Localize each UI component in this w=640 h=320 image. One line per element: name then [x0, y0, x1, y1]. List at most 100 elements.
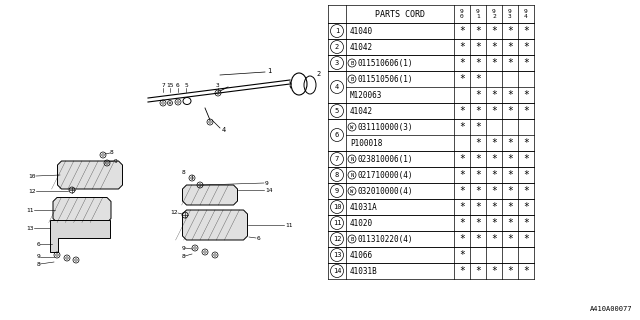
- Text: 6: 6: [36, 242, 40, 246]
- Polygon shape: [182, 210, 248, 240]
- Text: *: *: [459, 186, 465, 196]
- Text: 031110000(3): 031110000(3): [358, 123, 413, 132]
- Text: *: *: [491, 106, 497, 116]
- Text: 011510606(1): 011510606(1): [358, 59, 413, 68]
- Text: *: *: [491, 266, 497, 276]
- Text: W: W: [350, 188, 354, 194]
- Text: *: *: [523, 154, 529, 164]
- Text: *: *: [523, 138, 529, 148]
- Text: *: *: [491, 26, 497, 36]
- Text: *: *: [523, 106, 529, 116]
- Text: *: *: [507, 26, 513, 36]
- Text: 6: 6: [335, 132, 339, 138]
- Text: 8: 8: [110, 149, 114, 155]
- Text: 1: 1: [267, 68, 271, 74]
- Text: *: *: [459, 170, 465, 180]
- Text: 9
3: 9 3: [508, 9, 512, 19]
- Text: 41031B: 41031B: [350, 267, 378, 276]
- Text: *: *: [475, 26, 481, 36]
- Text: *: *: [491, 154, 497, 164]
- Text: 13: 13: [333, 252, 341, 258]
- Text: *: *: [459, 122, 465, 132]
- Text: 011310220(4): 011310220(4): [358, 235, 413, 244]
- Text: 4: 4: [222, 127, 227, 133]
- Text: *: *: [507, 186, 513, 196]
- Text: 11: 11: [333, 220, 341, 226]
- Text: *: *: [491, 138, 497, 148]
- Text: B: B: [350, 236, 354, 242]
- Polygon shape: [58, 161, 122, 189]
- Polygon shape: [53, 197, 111, 222]
- Text: 9
2: 9 2: [492, 9, 496, 19]
- Text: 12: 12: [29, 188, 36, 194]
- Text: 023810006(1): 023810006(1): [358, 155, 413, 164]
- Text: 9: 9: [181, 245, 185, 251]
- Text: 8: 8: [181, 253, 185, 259]
- Text: *: *: [507, 106, 513, 116]
- Text: *: *: [523, 42, 529, 52]
- Text: *: *: [507, 266, 513, 276]
- Text: 41020: 41020: [350, 219, 373, 228]
- Text: 032010000(4): 032010000(4): [358, 187, 413, 196]
- Text: 6: 6: [257, 236, 260, 241]
- Text: *: *: [475, 170, 481, 180]
- Text: 9: 9: [114, 158, 118, 164]
- Text: 11: 11: [26, 207, 34, 212]
- Text: *: *: [459, 250, 465, 260]
- Text: 021710000(4): 021710000(4): [358, 171, 413, 180]
- Text: N: N: [350, 172, 354, 178]
- Text: *: *: [459, 58, 465, 68]
- Text: *: *: [475, 154, 481, 164]
- Text: *: *: [475, 186, 481, 196]
- Text: 41031A: 41031A: [350, 203, 378, 212]
- Text: *: *: [491, 234, 497, 244]
- Text: 41042: 41042: [350, 43, 373, 52]
- Text: 13: 13: [26, 226, 34, 230]
- Text: *: *: [507, 42, 513, 52]
- Text: *: *: [459, 266, 465, 276]
- Text: *: *: [523, 218, 529, 228]
- Text: *: *: [459, 26, 465, 36]
- Text: *: *: [523, 234, 529, 244]
- Text: *: *: [523, 58, 529, 68]
- Text: 9
0: 9 0: [460, 9, 464, 19]
- Text: *: *: [459, 202, 465, 212]
- Text: *: *: [475, 90, 481, 100]
- Text: B: B: [350, 60, 354, 66]
- Text: 41042: 41042: [350, 107, 373, 116]
- Text: *: *: [459, 154, 465, 164]
- Text: *: *: [523, 170, 529, 180]
- Text: 8: 8: [36, 261, 40, 267]
- Text: P100018: P100018: [350, 139, 382, 148]
- Text: *: *: [523, 186, 529, 196]
- Text: *: *: [491, 186, 497, 196]
- Text: *: *: [459, 42, 465, 52]
- Text: *: *: [507, 154, 513, 164]
- Text: 11: 11: [285, 222, 292, 228]
- Text: 8: 8: [335, 172, 339, 178]
- Text: *: *: [507, 138, 513, 148]
- Text: 41066: 41066: [350, 251, 373, 260]
- Text: *: *: [523, 26, 529, 36]
- Text: 6: 6: [176, 83, 180, 88]
- Text: 12: 12: [333, 236, 341, 242]
- Text: *: *: [475, 58, 481, 68]
- Text: 1: 1: [335, 28, 339, 34]
- Text: 14: 14: [333, 268, 341, 274]
- Text: *: *: [475, 138, 481, 148]
- Text: *: *: [491, 202, 497, 212]
- Text: *: *: [475, 122, 481, 132]
- Text: 10: 10: [29, 173, 36, 179]
- Text: 7: 7: [161, 83, 165, 88]
- Text: 41040: 41040: [350, 27, 373, 36]
- Text: *: *: [507, 218, 513, 228]
- Text: *: *: [459, 218, 465, 228]
- Text: 9
4: 9 4: [524, 9, 528, 19]
- Text: 011510506(1): 011510506(1): [358, 75, 413, 84]
- Text: *: *: [475, 74, 481, 84]
- Text: 9: 9: [36, 254, 40, 260]
- Polygon shape: [182, 185, 237, 205]
- Text: *: *: [491, 170, 497, 180]
- Text: 3: 3: [335, 60, 339, 66]
- Text: *: *: [523, 266, 529, 276]
